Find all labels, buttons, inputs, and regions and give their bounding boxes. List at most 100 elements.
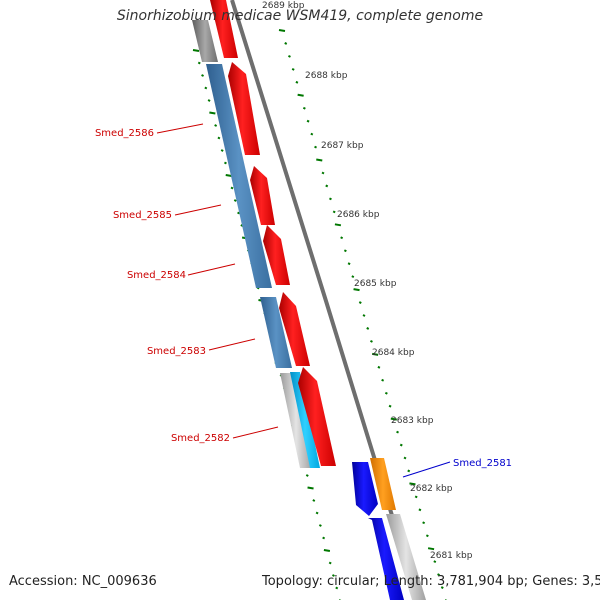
leader-smed-2586 bbox=[156, 123, 204, 134]
tick-dot bbox=[209, 111, 216, 115]
gene-block-orange bbox=[370, 458, 396, 510]
gene-label-smed-2586[interactable]: Smed_2586 bbox=[95, 128, 154, 139]
gene-arrow-smed-2584 bbox=[263, 225, 290, 285]
tick-dot bbox=[224, 161, 227, 165]
gene-arrow-smed-2585 bbox=[250, 166, 275, 225]
tick-dot bbox=[384, 391, 388, 395]
tick-label-2681: 2681 kbp bbox=[430, 551, 473, 561]
tick-dot bbox=[225, 174, 232, 177]
tick-dot bbox=[295, 80, 299, 84]
tick-dot bbox=[315, 511, 319, 515]
tick-dot bbox=[230, 186, 234, 190]
tick-dot bbox=[381, 378, 385, 382]
tick-dot bbox=[414, 495, 418, 499]
tick-dot bbox=[399, 443, 403, 447]
tick-labels: 2689 kbp 2688 kbp 2687 kbp 2686 kbp 2685… bbox=[246, 0, 473, 561]
gene-label-smed-2584[interactable]: Smed_2584 bbox=[127, 270, 186, 281]
tick-dot bbox=[407, 469, 411, 473]
tick-label-2684: 2684 kbp bbox=[372, 348, 415, 358]
tick-dot bbox=[422, 521, 426, 525]
tick-dot bbox=[334, 223, 342, 227]
tick-dot bbox=[440, 586, 444, 589]
tick-dot bbox=[207, 99, 211, 102]
tick-dot bbox=[306, 119, 310, 123]
tick-dot bbox=[197, 61, 201, 65]
tick-dot bbox=[377, 365, 381, 369]
tick-dot bbox=[217, 136, 221, 140]
tick-label-2686: 2686 kbp bbox=[337, 210, 380, 220]
gene-block-light-grey bbox=[280, 373, 312, 468]
tick-dot bbox=[353, 288, 360, 292]
tick-dot bbox=[427, 547, 435, 551]
tick-label-2683: 2683 kbp bbox=[391, 416, 434, 426]
gene-block-steel-1 bbox=[206, 64, 272, 288]
tick-dot bbox=[335, 586, 339, 590]
tick-dot bbox=[340, 236, 344, 240]
map-title: Sinorhizobium medicae WSM419, complete g… bbox=[116, 8, 484, 24]
leader-smed-2581 bbox=[402, 461, 451, 478]
tick-dot bbox=[284, 42, 288, 45]
gene-block-left-top-grey bbox=[192, 20, 218, 62]
tick-dot bbox=[362, 314, 366, 317]
tick-dot bbox=[201, 74, 204, 77]
tick-dot bbox=[418, 508, 422, 512]
tick-dot bbox=[437, 573, 440, 576]
gene-block-right-light-grey bbox=[386, 514, 426, 600]
tick-dot bbox=[351, 275, 355, 279]
tick-dot bbox=[343, 249, 347, 253]
tick-label-2685: 2685 kbp bbox=[354, 279, 397, 289]
tick-dot bbox=[237, 211, 240, 215]
tick-dot bbox=[403, 456, 407, 460]
leader-smed-2583 bbox=[208, 338, 256, 351]
tick-dot bbox=[425, 534, 429, 538]
accession-text: Accession: NC_009636 bbox=[9, 574, 157, 589]
tick-label-2682: 2682 kbp bbox=[410, 484, 453, 494]
tick-dot bbox=[347, 262, 351, 266]
tick-dot bbox=[390, 417, 397, 421]
tick-dot bbox=[358, 301, 362, 304]
tick-dot bbox=[316, 158, 323, 162]
tick-dot bbox=[278, 29, 286, 32]
tick-dot bbox=[409, 482, 416, 486]
gene-block-steel-2 bbox=[260, 297, 292, 368]
gene-arrow-smed-2582 bbox=[298, 367, 336, 466]
tick-dot bbox=[220, 149, 224, 152]
tick-dot bbox=[302, 106, 306, 110]
tick-dot bbox=[370, 340, 373, 343]
tick-dot bbox=[314, 145, 317, 149]
tick-dot bbox=[372, 352, 379, 356]
gene-label-smed-2582[interactable]: Smed_2582 bbox=[171, 433, 230, 444]
leader-smed-2585 bbox=[174, 204, 222, 216]
gene-label-smed-2583[interactable]: Smed_2583 bbox=[147, 346, 206, 357]
gene-label-smed-2585[interactable]: Smed_2585 bbox=[113, 210, 172, 221]
tick-dot bbox=[233, 199, 237, 202]
tick-dot bbox=[305, 474, 309, 477]
tick-label-2689: 2689 kbp bbox=[262, 1, 305, 11]
tick-dot bbox=[321, 171, 325, 175]
tick-dot bbox=[332, 210, 336, 214]
tick-dot bbox=[297, 93, 304, 97]
tick-dot bbox=[322, 536, 326, 540]
tick-dot bbox=[204, 86, 208, 90]
genome-summary-text: Topology: circular; Length: 3,781,904 bp… bbox=[262, 574, 600, 589]
gene-label-smed-2581[interactable]: Smed_2581 bbox=[453, 458, 512, 469]
tick-dot bbox=[312, 499, 316, 502]
tick-dot bbox=[288, 55, 291, 58]
gene-arrow-smed-2586 bbox=[228, 62, 260, 155]
tick-dot bbox=[396, 430, 399, 434]
tick-dot bbox=[325, 184, 329, 188]
tick-dot bbox=[310, 132, 314, 136]
tick-dot bbox=[329, 197, 332, 201]
gene-label-leaders bbox=[156, 123, 451, 478]
tick-dot bbox=[318, 524, 322, 527]
tick-label-2687: 2687 kbp bbox=[321, 141, 364, 151]
tick-dot bbox=[388, 404, 392, 408]
tick-dot bbox=[323, 549, 331, 552]
gene-arrow-smed-2583 bbox=[279, 292, 310, 366]
tick-label-2688: 2688 kbp bbox=[305, 71, 348, 81]
gene-block-cyan bbox=[290, 372, 320, 468]
tick-dot bbox=[214, 124, 218, 127]
leader-smed-2582 bbox=[232, 426, 279, 439]
tick-dot bbox=[307, 486, 314, 490]
